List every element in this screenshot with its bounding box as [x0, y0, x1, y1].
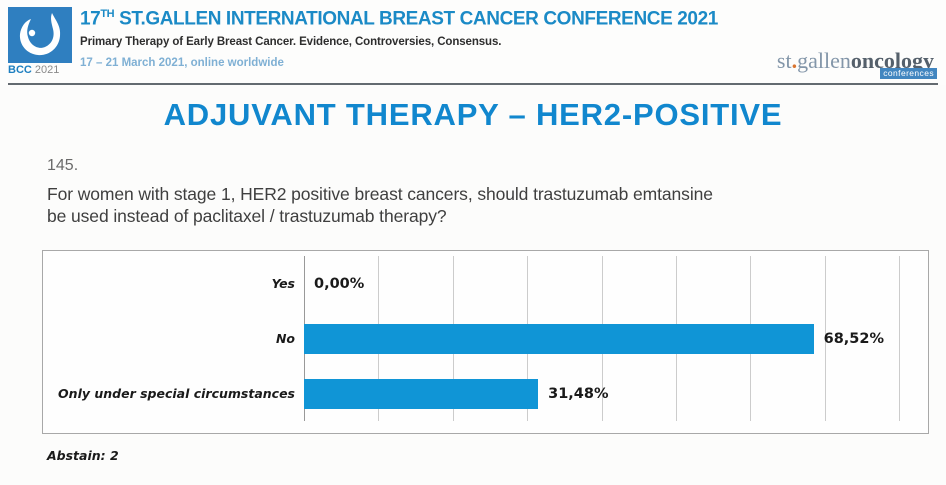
poll-bar-chart: Yes 0,00% No 68,52% Only under special circu…	[42, 250, 929, 434]
bcc-logo-caption: BCC 2021	[8, 64, 74, 76]
category-label: No	[275, 331, 295, 346]
stgallen-oncology-logo: st.gallenoncology conferences	[776, 48, 937, 79]
category-label: Yes	[271, 276, 295, 291]
question-number: 145.	[47, 157, 79, 174]
bar-area: 0,00%	[304, 269, 899, 299]
question-line-1: For women with stage 1, HER2 positive br…	[47, 184, 713, 204]
conference-title: 17TH ST.GALLEN INTERNATIONAL BREAST CANC…	[80, 8, 718, 30]
brand-dot: .	[791, 48, 798, 73]
conference-header: BCC 2021 17TH ST.GALLEN INTERNATIONAL BR…	[0, 0, 946, 85]
brand-gallen: gallen	[797, 48, 851, 73]
abstain-note: Abstain: 2	[47, 448, 119, 463]
brand-conferences-badge: conferences	[880, 68, 937, 79]
slide-title: ADJUVANT THERAPY – HER2-POSITIVE	[163, 97, 783, 132]
bar-area: 31,48%	[304, 378, 899, 409]
chart-row: Yes 0,00%	[43, 256, 928, 311]
bcc-logo-text: BCC	[8, 64, 32, 76]
conference-header-text: 17TH ST.GALLEN INTERNATIONAL BREAST CANC…	[80, 8, 718, 69]
conference-subtitle: Primary Therapy of Early Breast Cancer. …	[80, 36, 502, 49]
bcc-logo-year: 2021	[34, 64, 60, 76]
question-block: 145. For women with stage 1, HER2 positi…	[47, 157, 713, 227]
chart-gridline	[824, 256, 826, 421]
conference-date: 17 – 21 March 2021, online worldwide	[80, 57, 284, 70]
conference-title-rest: ST.GALLEN INTERNATIONAL BREAST CANCER CO…	[114, 8, 718, 30]
chart-rows: Yes 0,00% No 68,52% Only under special circu…	[43, 256, 928, 421]
value-label: 0,00%	[314, 275, 365, 292]
bcc-logo-icon	[8, 7, 72, 63]
bar	[304, 323, 814, 354]
header-divider	[8, 83, 938, 85]
category-label: Only under special circumstances	[58, 386, 295, 401]
brand-st: st	[776, 48, 792, 73]
conference-title-ordinal: TH	[100, 8, 115, 20]
bar-area: 68,52%	[304, 323, 899, 354]
value-label: 68,52%	[823, 330, 885, 347]
conference-title-number: 17	[80, 8, 101, 30]
chart-row: No 68,52%	[43, 311, 928, 366]
question-line-2: be used instead of paclitaxel / trastuzu…	[47, 206, 447, 226]
chart-gridline	[899, 256, 900, 421]
chart-row: Only under special circumstances 31,48%	[43, 366, 928, 421]
bar	[304, 378, 539, 409]
value-label: 31,48%	[548, 385, 609, 402]
